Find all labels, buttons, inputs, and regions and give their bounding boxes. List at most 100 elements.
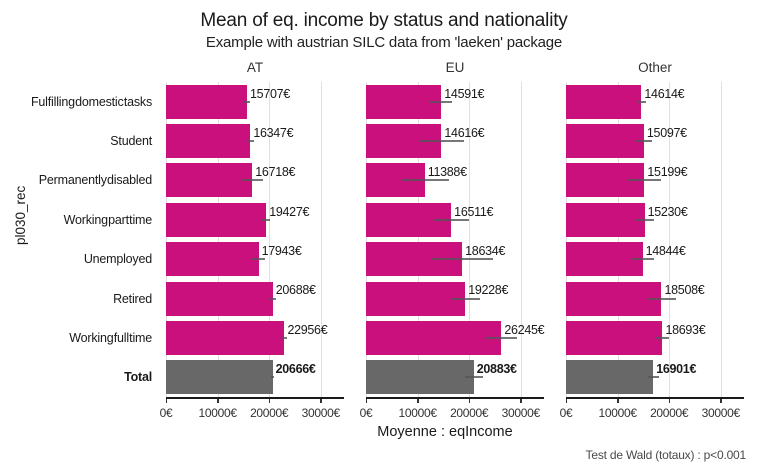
bar-value-label: 20883€ bbox=[476, 362, 517, 377]
error-bar bbox=[251, 258, 266, 261]
error-bar bbox=[241, 179, 263, 182]
gridline bbox=[469, 82, 471, 397]
error-bar bbox=[631, 258, 654, 261]
y-axis-label: Unemployed bbox=[83, 252, 152, 267]
x-axis-tick bbox=[720, 399, 722, 403]
x-axis-tick bbox=[268, 399, 271, 403]
x-axis-tick-label: 30000€ bbox=[301, 406, 341, 420]
error-bar bbox=[418, 140, 465, 143]
y-axis-labels: Fulfilling domestic tasks Student Permanen… bbox=[0, 82, 159, 397]
gridline bbox=[269, 82, 271, 397]
x-axis-tick bbox=[365, 399, 367, 403]
y-axis-label: Working part time bbox=[63, 212, 153, 227]
bar bbox=[166, 281, 273, 316]
bar bbox=[566, 84, 642, 119]
error-bar bbox=[271, 376, 275, 379]
bar-value-label: 16347€ bbox=[253, 125, 294, 140]
bar-value-label: 14591€ bbox=[444, 86, 485, 101]
x-axis-tick-label: 20000€ bbox=[250, 406, 289, 420]
error-bar bbox=[269, 297, 277, 300]
bar bbox=[166, 84, 248, 119]
x-axis-tick-label: 20000€ bbox=[450, 406, 489, 420]
error-bar bbox=[637, 100, 646, 103]
gridline bbox=[366, 82, 367, 397]
facet-panel: 14591€ 14616€ 11388€ 16511€ 18634€ 19228€ 2624… bbox=[366, 82, 545, 397]
facet: EU 14591€ 14616€ 11388€ 16511€ 18634€ 19228€ 26… bbox=[360, 60, 545, 474]
facet-header: EU bbox=[445, 60, 465, 75]
bar bbox=[366, 84, 442, 119]
x-axis-tick-label: 10000€ bbox=[398, 406, 437, 420]
x-axis-tick-label: 30000€ bbox=[701, 406, 741, 420]
gridline bbox=[566, 82, 567, 397]
x-axis-tick-label: 0€ bbox=[359, 406, 373, 420]
facet: Other 14614€ 15097€ 15199€ 15230€ 14844€ 18508… bbox=[560, 60, 744, 474]
bar bbox=[566, 360, 654, 395]
bar bbox=[566, 202, 645, 237]
x-axis-tick-label: 10000€ bbox=[198, 406, 237, 420]
bar bbox=[366, 360, 474, 395]
bar bbox=[566, 124, 644, 159]
x-axis-tick bbox=[468, 399, 471, 403]
error-bar bbox=[635, 218, 655, 221]
error-bar bbox=[433, 218, 470, 221]
bar bbox=[166, 124, 251, 159]
x-axis-line bbox=[166, 397, 344, 399]
error-bar bbox=[243, 100, 251, 103]
bar bbox=[166, 163, 253, 198]
x-axis-tick bbox=[617, 399, 619, 403]
gridline bbox=[166, 82, 167, 397]
y-axis-label: Fulfilling domestic tasks bbox=[31, 94, 152, 109]
bar-value-label: 16718€ bbox=[255, 165, 296, 180]
error-bar bbox=[636, 140, 652, 143]
bar-value-label: 18508€ bbox=[664, 283, 705, 298]
error-bar bbox=[431, 258, 493, 261]
bar-value-label: 16901€ bbox=[656, 362, 697, 377]
bar-value-label: 15230€ bbox=[647, 204, 688, 219]
bar-value-label: 22956€ bbox=[287, 322, 328, 337]
facet-panels: AT 15707€ 16347€ 16718€ 19427€ 17943€ 20688€ 22… bbox=[0, 60, 768, 474]
y-axis-label: Permanently disabled bbox=[38, 173, 152, 188]
error-bar bbox=[647, 297, 676, 300]
y-axis-label: Student bbox=[110, 134, 152, 149]
gridline bbox=[520, 82, 522, 397]
error-bar bbox=[400, 179, 449, 182]
bar-value-label: 15707€ bbox=[250, 86, 290, 101]
error-bar bbox=[246, 140, 254, 143]
error-bar bbox=[464, 376, 483, 379]
bar bbox=[166, 320, 285, 355]
y-axis-label: Total bbox=[124, 370, 152, 385]
gridline bbox=[617, 82, 619, 397]
bar-value-label: 14616€ bbox=[444, 125, 485, 140]
x-axis-tick bbox=[565, 399, 567, 403]
x-axis-tick-label: 30000€ bbox=[501, 406, 541, 420]
bar-value-label: 18693€ bbox=[665, 322, 706, 337]
x-axis-title: Moyenne : eqIncome bbox=[377, 424, 513, 440]
y-axis-label: Working full time bbox=[69, 330, 152, 345]
bar bbox=[566, 281, 662, 316]
facet-panel: 14614€ 15097€ 15199€ 15230€ 14844€ 18508€ 1869… bbox=[566, 82, 744, 397]
bar bbox=[166, 242, 259, 277]
bar bbox=[566, 242, 643, 277]
error-bar bbox=[262, 218, 271, 221]
error-bar bbox=[485, 336, 518, 339]
bar-value-label: 14844€ bbox=[645, 244, 686, 258]
bar-value-label: 16511€ bbox=[454, 204, 494, 219]
x-axis-tick bbox=[165, 399, 167, 403]
gridline bbox=[669, 82, 671, 397]
x-axis-tick bbox=[668, 399, 671, 403]
gridline bbox=[417, 82, 419, 397]
x-axis-tick-label: 20000€ bbox=[650, 406, 689, 420]
bar bbox=[166, 360, 273, 395]
bar bbox=[366, 281, 466, 316]
x-axis-tick-label: 0€ bbox=[159, 406, 173, 420]
chart-title: Mean of eq. income by status and nationa… bbox=[200, 10, 568, 31]
chart-subtitle: Example with austrian SILC data from 'la… bbox=[205, 34, 563, 51]
bar-value-label: 20688€ bbox=[275, 283, 316, 298]
x-axis-tick bbox=[417, 399, 419, 403]
bar-value-label: 18634€ bbox=[465, 244, 506, 258]
x-axis-tick-label: 10000€ bbox=[598, 406, 637, 420]
chart-caption: Test de Wald (totaux) : p<0.001 bbox=[585, 448, 747, 462]
error-bar bbox=[647, 376, 659, 379]
bar bbox=[366, 320, 502, 355]
